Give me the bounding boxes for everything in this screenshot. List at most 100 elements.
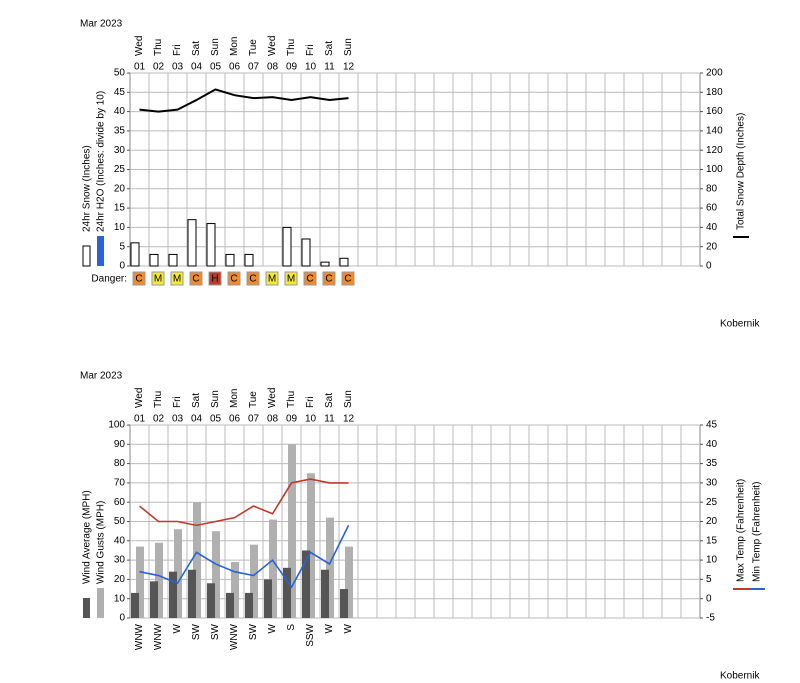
legend-label: Total Snow Depth (Inches): [736, 113, 747, 230]
x-tick-label: 09: [286, 62, 298, 73]
weekday-label: Thu: [286, 391, 297, 408]
y2-tick-label: 60: [706, 203, 718, 214]
weekday-label: Wed: [267, 36, 278, 56]
bar: [245, 592, 253, 618]
danger-label: Danger:: [91, 274, 127, 285]
danger-box: [208, 271, 222, 286]
wind-direction: SW: [210, 623, 221, 640]
weekday-label: Fri: [172, 396, 183, 408]
x-tick-label: 02: [153, 62, 165, 73]
y-tick-label: 50: [114, 68, 126, 79]
y2-tick-label: 80: [706, 183, 718, 194]
y-tick-label: 100: [108, 420, 125, 431]
danger-level: H: [211, 274, 218, 285]
y2-tick-label: 40: [706, 439, 718, 450]
x-tick-label: 01: [134, 62, 146, 73]
y2-tick-label: 35: [706, 458, 718, 469]
wind-direction: W: [267, 623, 278, 633]
bar: [345, 546, 353, 618]
bar: [188, 569, 196, 618]
y2-tick-label: 20: [706, 516, 718, 527]
y-tick-label: 20: [114, 574, 126, 585]
chart-title: Mar 2023: [80, 19, 123, 30]
bar: [326, 517, 334, 618]
y2-tick-label: 20: [706, 241, 718, 252]
bar: [307, 473, 315, 618]
bar: [193, 502, 201, 618]
y2-tick-label: 100: [706, 164, 723, 175]
danger-box: [265, 271, 279, 286]
legend-label: Wind Average (MPH): [82, 490, 93, 584]
weekday-label: Thu: [153, 391, 164, 408]
bar: [131, 592, 139, 618]
x-tick-label: 08: [267, 414, 279, 425]
y-tick-label: 40: [114, 106, 126, 117]
bar: [155, 542, 163, 618]
weekday-label: Wed: [267, 388, 278, 408]
danger-level: C: [249, 274, 256, 285]
y2-tick-label: 200: [706, 68, 723, 79]
bar: [282, 226, 292, 267]
wind-direction: S: [286, 624, 297, 631]
wind-direction: W: [324, 623, 335, 633]
legend-swatch: [83, 598, 90, 618]
legend-label: 24hr Snow (Inches): [82, 145, 93, 232]
y-tick-label: 70: [114, 478, 126, 489]
y-tick-label: 60: [114, 497, 126, 508]
bar: [283, 567, 291, 618]
bar: [130, 242, 140, 267]
line: [139, 88, 349, 113]
y-tick-label: 10: [114, 222, 126, 233]
x-tick-label: 10: [305, 414, 317, 425]
y2-tick-label: 15: [706, 535, 718, 546]
bar: [269, 519, 277, 618]
x-tick-label: 04: [191, 414, 203, 425]
wind-direction: WNW: [134, 623, 145, 650]
weekday-label: Sat: [191, 393, 202, 408]
y-tick-label: 5: [119, 241, 125, 252]
wind-direction: WNW: [153, 623, 164, 650]
weekday-label: Fri: [305, 44, 316, 56]
x-tick-label: 12: [343, 414, 355, 425]
y2-tick-label: 120: [706, 145, 723, 156]
y2-tick-label: 30: [706, 478, 718, 489]
y-tick-label: 80: [114, 458, 126, 469]
bar: [207, 583, 215, 618]
y2-tick-label: 40: [706, 222, 718, 233]
danger-box: [189, 271, 203, 286]
x-tick-label: 01: [134, 414, 146, 425]
x-tick-label: 11: [324, 62, 335, 73]
bar: [168, 253, 178, 267]
bar: [320, 261, 330, 267]
source-note: Kobernik: [720, 319, 760, 330]
weekday-label: Tue: [248, 391, 259, 408]
bar: [225, 253, 235, 267]
bar: [212, 531, 220, 618]
legend-swatch: [97, 588, 104, 618]
bar: [136, 546, 144, 618]
bar: [149, 253, 159, 267]
weekday-label: Sat: [191, 41, 202, 56]
danger-level: M: [268, 274, 276, 285]
bar: [206, 223, 216, 267]
x-tick-label: 02: [153, 414, 165, 425]
chart-title: Mar 2023: [80, 371, 123, 382]
y2-tick-label: 0: [706, 261, 712, 272]
danger-level: C: [135, 274, 142, 285]
danger-box: [246, 271, 260, 286]
y-tick-label: 20: [114, 183, 126, 194]
bar: [301, 238, 311, 267]
danger-level: M: [287, 274, 295, 285]
danger-box: [151, 271, 165, 286]
source-note: Kobernik: [720, 671, 760, 682]
danger-box: [284, 271, 298, 286]
weekday-label: Fri: [305, 396, 316, 408]
y-tick-label: 90: [114, 439, 126, 450]
y2-tick-label: 5: [706, 574, 712, 585]
weekday-label: Fri: [172, 44, 183, 56]
legend-swatch: [97, 236, 104, 266]
legend-swatch: [82, 245, 91, 267]
weekday-label: Sun: [343, 38, 354, 56]
legend-label: 24hr H2O (Inches: divide by 10): [96, 91, 107, 232]
